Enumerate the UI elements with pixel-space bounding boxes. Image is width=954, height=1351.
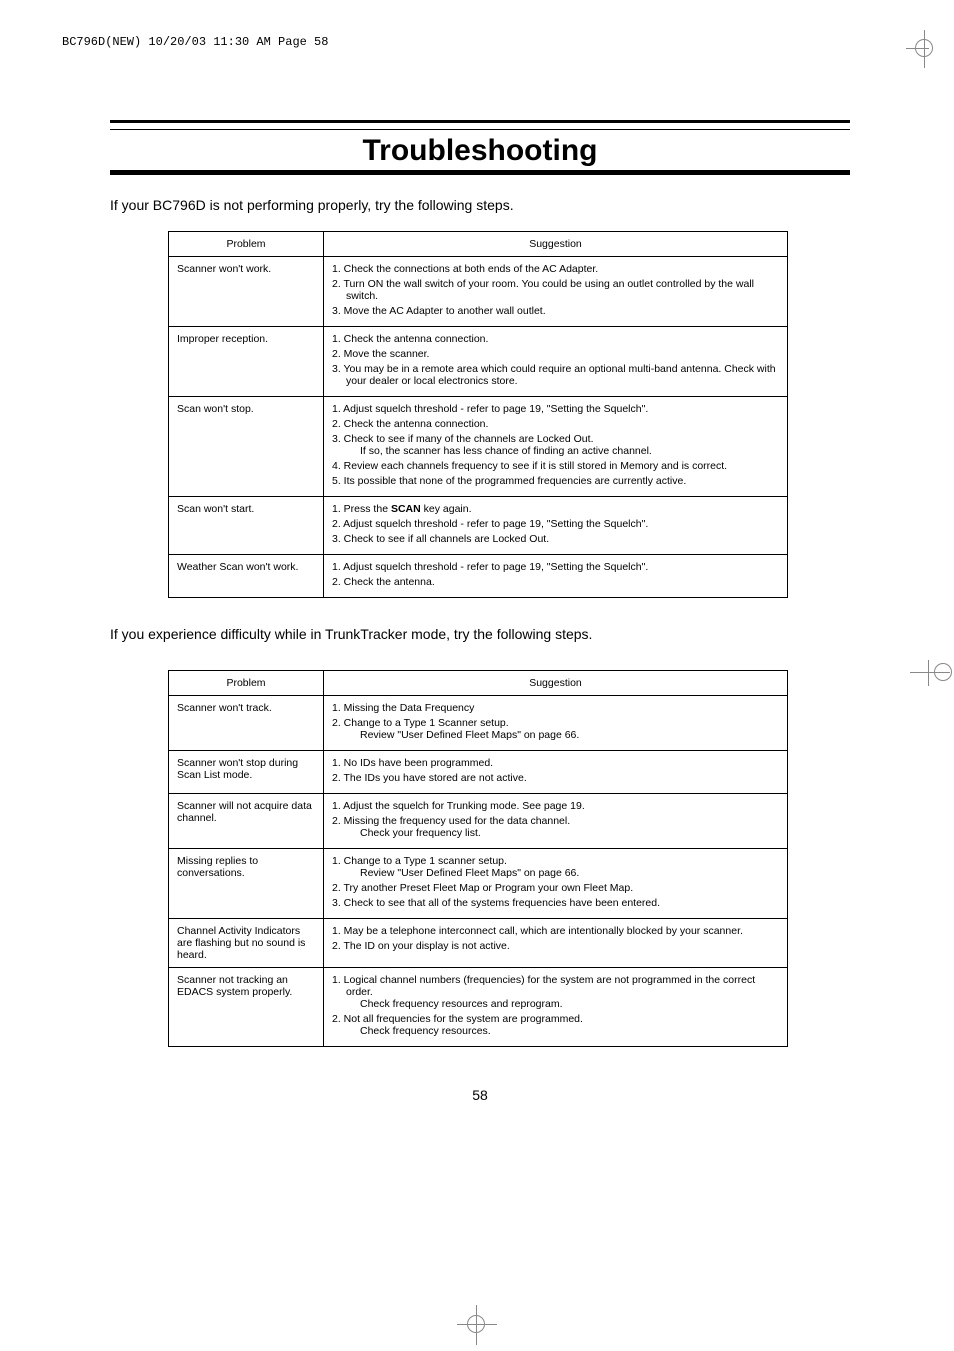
suggestion-step: 2. Change to a Type 1 Scanner setup. — [332, 717, 779, 729]
suggestion-step: 2. Check the antenna. — [332, 576, 779, 588]
suggestion-step: 2. Not all frequencies for the system ar… — [332, 1013, 779, 1025]
suggestion-step: 2. Move the scanner. — [332, 348, 779, 360]
table-row: Improper reception.1. Check the antenna … — [169, 327, 788, 397]
suggestion-cell: 1. Adjust squelch threshold - refer to p… — [324, 397, 788, 497]
suggestion-step: 3. Check to see if many of the channels … — [332, 433, 779, 445]
problem-cell: Scanner won't stop during Scan List mode… — [169, 751, 324, 794]
suggestion-cell: 1. Logical channel numbers (frequencies)… — [324, 968, 788, 1047]
intro-text-1: If your BC796D is not performing properl… — [110, 197, 850, 213]
problem-cell: Missing replies to conversations. — [169, 849, 324, 919]
suggestion-step: Check your frequency list. — [332, 827, 779, 839]
suggestion-step: 1. No IDs have been programmed. — [332, 757, 779, 769]
suggestion-step: 2. The ID on your display is not active. — [332, 940, 779, 952]
suggestion-cell: 1. No IDs have been programmed. 2. The ID… — [324, 751, 788, 794]
suggestion-step: 1. Adjust squelch threshold - refer to p… — [332, 403, 779, 415]
suggestion-step: 2. Check the antenna connection. — [332, 418, 779, 430]
suggestion-cell: 1. Adjust squelch threshold - refer to p… — [324, 555, 788, 598]
problem-cell: Scanner will not acquire data channel. — [169, 794, 324, 849]
problem-cell: Weather Scan won't work. — [169, 555, 324, 598]
problem-cell: Scanner won't track. — [169, 696, 324, 751]
table-row: Weather Scan won't work. 1. Adjust squelc… — [169, 555, 788, 598]
suggestion-step: Check frequency resources. — [332, 1025, 779, 1037]
crop-mark-right — [906, 658, 954, 688]
table-row: Scan won't stop. 1. Adjust squelch thresh… — [169, 397, 788, 497]
suggestion-step: Review "User Defined Fleet Maps" on page… — [332, 729, 779, 741]
suggestion-step: 3. You may be in a remote area which cou… — [332, 363, 779, 387]
suggestion-step: 3. Check to see if all channels are Lock… — [332, 533, 779, 545]
table-header-suggestion: Suggestion — [324, 671, 788, 696]
problem-cell: Scanner not tracking an EDACS system pro… — [169, 968, 324, 1047]
table-row: Channel Activity Indicators are flashing… — [169, 919, 788, 968]
crop-mark-top-right — [906, 30, 944, 68]
suggestion-cell: 1. Check the connections at both ends of… — [324, 257, 788, 327]
troubleshooting-table-1: Problem Suggestion Scanner won't work.1.… — [168, 231, 788, 598]
suggestion-cell: 1. Change to a Type 1 scanner setup.Revi… — [324, 849, 788, 919]
table-header-problem: Problem — [169, 671, 324, 696]
problem-cell: Scanner won't work. — [169, 257, 324, 327]
suggestion-step: 2. Adjust squelch threshold - refer to p… — [332, 518, 779, 530]
problem-cell: Scan won't stop. — [169, 397, 324, 497]
suggestion-step: 1. Change to a Type 1 scanner setup. — [332, 855, 779, 867]
suggestion-cell: 1. Check the antenna connection. 2. Move … — [324, 327, 788, 397]
crop-mark-bottom — [457, 1305, 497, 1345]
suggestion-cell: 1. Press the SCAN key again. 2. Adjust sq… — [324, 497, 788, 555]
suggestion-step: Review "User Defined Fleet Maps" on page… — [332, 867, 779, 879]
suggestion-step: 1. Adjust the squelch for Trunking mode.… — [332, 800, 779, 812]
suggestion-step: Check frequency resources and reprogram. — [332, 998, 779, 1010]
suggestion-step: 5. Its possible that none of the program… — [332, 475, 779, 487]
suggestion-step: 3. Check to see that all of the systems … — [332, 897, 779, 909]
suggestion-step: 1. Logical channel numbers (frequencies)… — [332, 974, 779, 998]
title-bar: Troubleshooting — [110, 120, 850, 175]
intro-text-2: If you experience difficulty while in Tr… — [110, 626, 850, 642]
page-number: 58 — [110, 1087, 850, 1103]
table-row: Scan won't start.1. Press the SCAN key a… — [169, 497, 788, 555]
table-row: Scanner won't track.1. Missing the Data … — [169, 696, 788, 751]
suggestion-step: 1. Check the connections at both ends of… — [332, 263, 779, 275]
suggestion-step: 1. Missing the Data Frequency — [332, 702, 779, 714]
suggestion-step: 2. Try another Preset Fleet Map or Progr… — [332, 882, 779, 894]
suggestion-step: 1. Adjust squelch threshold - refer to p… — [332, 561, 779, 573]
suggestion-step: If so, the scanner has less chance of fi… — [332, 445, 779, 457]
troubleshooting-table-2: Problem Suggestion Scanner won't track.1… — [168, 670, 788, 1047]
problem-cell: Improper reception. — [169, 327, 324, 397]
table-row: Scanner won't stop during Scan List mode… — [169, 751, 788, 794]
table-row: Scanner will not acquire data channel. 1.… — [169, 794, 788, 849]
suggestion-cell: 1. May be a telephone interconnect call,… — [324, 919, 788, 968]
table-header-suggestion: Suggestion — [324, 232, 788, 257]
suggestion-step: 4. Review each channels frequency to see… — [332, 460, 779, 472]
problem-cell: Scan won't start. — [169, 497, 324, 555]
table-row: Scanner not tracking an EDACS system pro… — [169, 968, 788, 1047]
table-row: Scanner won't work. 1. Check the connecti… — [169, 257, 788, 327]
table-row: Missing replies to conversations.1. Chan… — [169, 849, 788, 919]
suggestion-cell: 1. Adjust the squelch for Trunking mode.… — [324, 794, 788, 849]
suggestion-step: 3. Move the AC Adapter to another wall o… — [332, 305, 779, 317]
suggestion-step: 1. Press the SCAN key again. — [332, 503, 779, 515]
suggestion-step: 2. Turn ON the wall switch of your room.… — [332, 278, 779, 302]
suggestion-step: 1. Check the antenna connection. — [332, 333, 779, 345]
table-header-problem: Problem — [169, 232, 324, 257]
file-header-text: BC796D(NEW) 10/20/03 11:30 AM Page 58 — [62, 35, 328, 49]
problem-cell: Channel Activity Indicators are flashing… — [169, 919, 324, 968]
suggestion-step: 2. Missing the frequency used for the da… — [332, 815, 779, 827]
suggestion-step: 1. May be a telephone interconnect call,… — [332, 925, 779, 937]
suggestion-cell: 1. Missing the Data Frequency 2. Change t… — [324, 696, 788, 751]
page-title: Troubleshooting — [110, 134, 850, 170]
suggestion-step: 2. The IDs you have stored are not activ… — [332, 772, 779, 784]
